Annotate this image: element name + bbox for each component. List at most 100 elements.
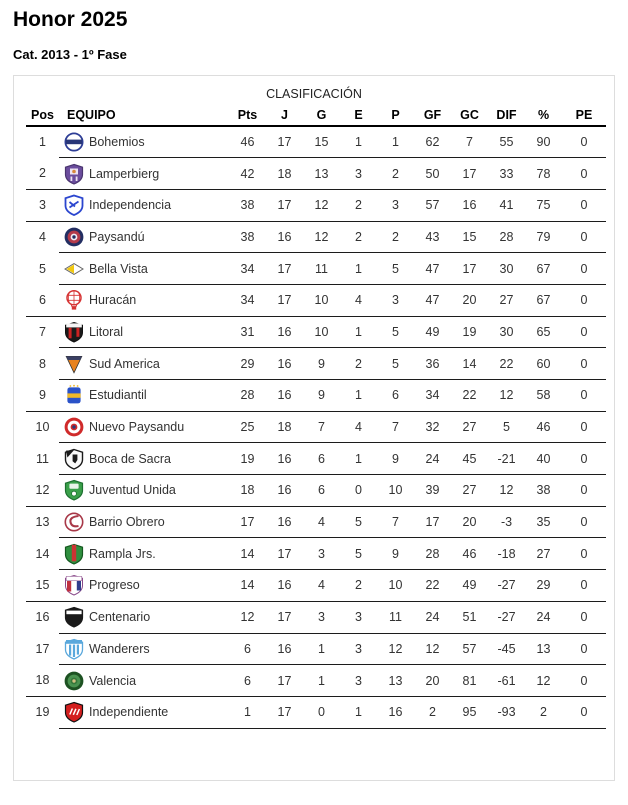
stat-cell: 14: [229, 569, 266, 602]
team-name: Sud America: [89, 347, 229, 380]
stat-cell: 14: [451, 347, 488, 380]
team-row: 5 Bella Vista 34 17 11 1 5 47 17 30 67 0: [26, 252, 606, 285]
huracan-crest-icon: [66, 290, 82, 310]
stat-cell: 13: [525, 633, 562, 666]
team-logo-cell: [59, 601, 89, 634]
position-cell: 17: [35, 641, 50, 656]
stat-cell: 46: [525, 411, 562, 444]
stat-cell: 47: [414, 252, 451, 285]
team-name: Nuevo Paysandu: [89, 411, 229, 444]
stat-cell: 20: [451, 284, 488, 317]
stat-cell: 38: [525, 474, 562, 507]
stat-cell: 0: [562, 474, 606, 507]
stat-cell: 62: [414, 126, 451, 159]
stat-cell: 0: [562, 157, 606, 190]
stat-cell: 5: [340, 506, 377, 539]
stat-cell: 2: [340, 189, 377, 222]
stat-cell: 5: [377, 347, 414, 380]
stat-cell: 55: [488, 126, 525, 159]
stat-cell: 0: [562, 696, 606, 729]
team-logo-cell: [59, 189, 89, 222]
column-header: PE: [562, 104, 606, 127]
team-logo-cell: [59, 537, 89, 571]
stat-cell: 0: [562, 316, 606, 349]
stat-cell: 2: [377, 221, 414, 254]
stat-cell: 0: [562, 411, 606, 444]
stat-cell: 17: [229, 506, 266, 539]
centenario-crest-icon: [64, 607, 84, 628]
stat-cell: 45: [451, 442, 488, 476]
stat-cell: 3: [377, 284, 414, 317]
stat-cell: 67: [525, 252, 562, 285]
team-row: 14 Rampla Jrs. 14 17 3 5 9 28 46 -18 27 0: [26, 537, 606, 571]
stat-cell: 7: [377, 506, 414, 539]
position-cell: 11: [36, 451, 49, 466]
stat-cell: 0: [562, 379, 606, 412]
position-cell: 2: [26, 157, 59, 190]
team-row: 8 Sud America 29 16 9 2 5 36 14 22 60 0: [26, 347, 606, 380]
stat-cell: 9: [303, 347, 340, 380]
team-name: Lamperbierg: [89, 157, 229, 190]
table-caption: CLASIFICACIÓN: [266, 87, 362, 101]
stat-cell: 29: [525, 569, 562, 602]
stat-cell: 19: [451, 316, 488, 349]
rampla-jrs-crest-icon: [64, 543, 84, 565]
team-row: 2 Lamperbierg 42 18 13 3 2 50 17 33 78 0: [26, 157, 606, 190]
stat-cell: 0: [562, 284, 606, 317]
stat-cell: 4: [303, 569, 340, 602]
team-row: 17 Wanderers 6 16 1 3 12 12 57 -45 13 0: [26, 633, 606, 666]
team-row: 12 Juventud Unida 18 16 6 0 10 39 27 12 38 0: [26, 474, 606, 507]
stat-cell: 3: [377, 189, 414, 222]
team-logo-cell: [59, 474, 89, 507]
position-cell: 13: [35, 515, 50, 530]
position-cell: 9: [26, 379, 59, 412]
stat-cell: -93: [488, 696, 525, 729]
column-header: G: [303, 104, 340, 127]
lamperbierg-crest-icon: [64, 163, 84, 185]
header-row: Pos EQUIPO Pts J G E P GF GC DIF% PE: [26, 104, 606, 127]
stat-cell: 0: [562, 601, 606, 634]
stat-cell: 16: [266, 474, 303, 507]
stat-cell: 95: [451, 696, 488, 729]
position-cell: 10: [35, 420, 50, 435]
stat-cell: -27: [488, 601, 525, 634]
stat-cell: 65: [525, 316, 562, 349]
stat-cell: 50: [414, 157, 451, 190]
team-name: Valencia: [89, 664, 229, 697]
stat-cell: 40: [525, 442, 562, 476]
team-name: Rampla Jrs.: [89, 537, 229, 571]
stat-cell: 35: [525, 506, 562, 539]
stat-cell: 10: [303, 316, 340, 349]
stat-cell: 17: [266, 284, 303, 317]
column-header: E: [340, 104, 377, 127]
team-row: 18 Valencia 6 17 1 3 13 20 81 -61 12 0: [26, 664, 606, 697]
team-row: 10 Nuevo Paysandu 25 18 7 4 7 32 27 5 46 0: [26, 411, 606, 444]
stat-cell: 16: [266, 347, 303, 380]
standings-panel: CLASIFICACIÓN Pos EQUIPO Pts J G E P GF GC DIF% PE…: [13, 75, 615, 781]
stat-cell: 17: [266, 189, 303, 222]
stat-cell: 47: [414, 284, 451, 317]
stat-cell: 17: [414, 506, 451, 539]
standings-body: 1 Bohemios 46 17 15 1 1 62 7 55 90 0 2 Lamperbierg 42 1…: [26, 126, 606, 729]
stat-cell: 12: [229, 601, 266, 634]
team-name: Wanderers: [89, 633, 229, 666]
position-cell: 7: [39, 325, 46, 340]
team-name: Independiente: [89, 696, 229, 729]
stat-cell: 1: [340, 696, 377, 729]
stat-cell: 18: [229, 474, 266, 507]
stat-cell: -45: [488, 633, 525, 666]
stat-cell: 12: [414, 633, 451, 666]
stat-cell: 5: [377, 252, 414, 285]
column-header: P: [377, 104, 414, 127]
paysandu-crest-icon: [64, 227, 84, 247]
stat-cell: 57: [414, 189, 451, 222]
stat-cell: 19: [229, 442, 266, 476]
independiente-crest-icon: [64, 702, 84, 723]
team-row: 11 Boca de Sacra 19 16 6 1 9 24 45 -21 40 0: [26, 442, 606, 476]
team-name: Bohemios: [89, 126, 229, 159]
stat-cell: 4: [340, 284, 377, 317]
position-cell: 8: [39, 356, 46, 371]
stat-cell: -21: [488, 442, 525, 476]
stat-cell: 0: [562, 569, 606, 602]
team-row: 4 Paysandú 38 16 12 2 2 43 15 28 79 0: [26, 221, 606, 254]
